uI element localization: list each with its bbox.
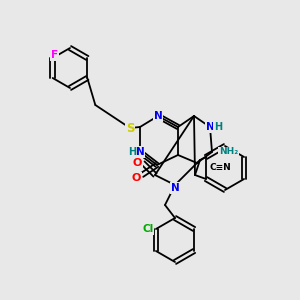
Text: N: N	[206, 122, 214, 132]
Text: F: F	[51, 50, 58, 60]
Text: C≡N: C≡N	[209, 164, 231, 172]
Text: H: H	[128, 147, 136, 157]
Text: S: S	[126, 122, 134, 134]
Text: N: N	[136, 147, 144, 157]
Text: N: N	[154, 111, 162, 121]
Text: O: O	[131, 173, 141, 183]
Text: Cl: Cl	[142, 224, 154, 234]
Text: NH₂: NH₂	[219, 148, 238, 157]
Text: H: H	[214, 122, 222, 132]
Text: N: N	[171, 183, 179, 193]
Text: O: O	[132, 158, 142, 168]
